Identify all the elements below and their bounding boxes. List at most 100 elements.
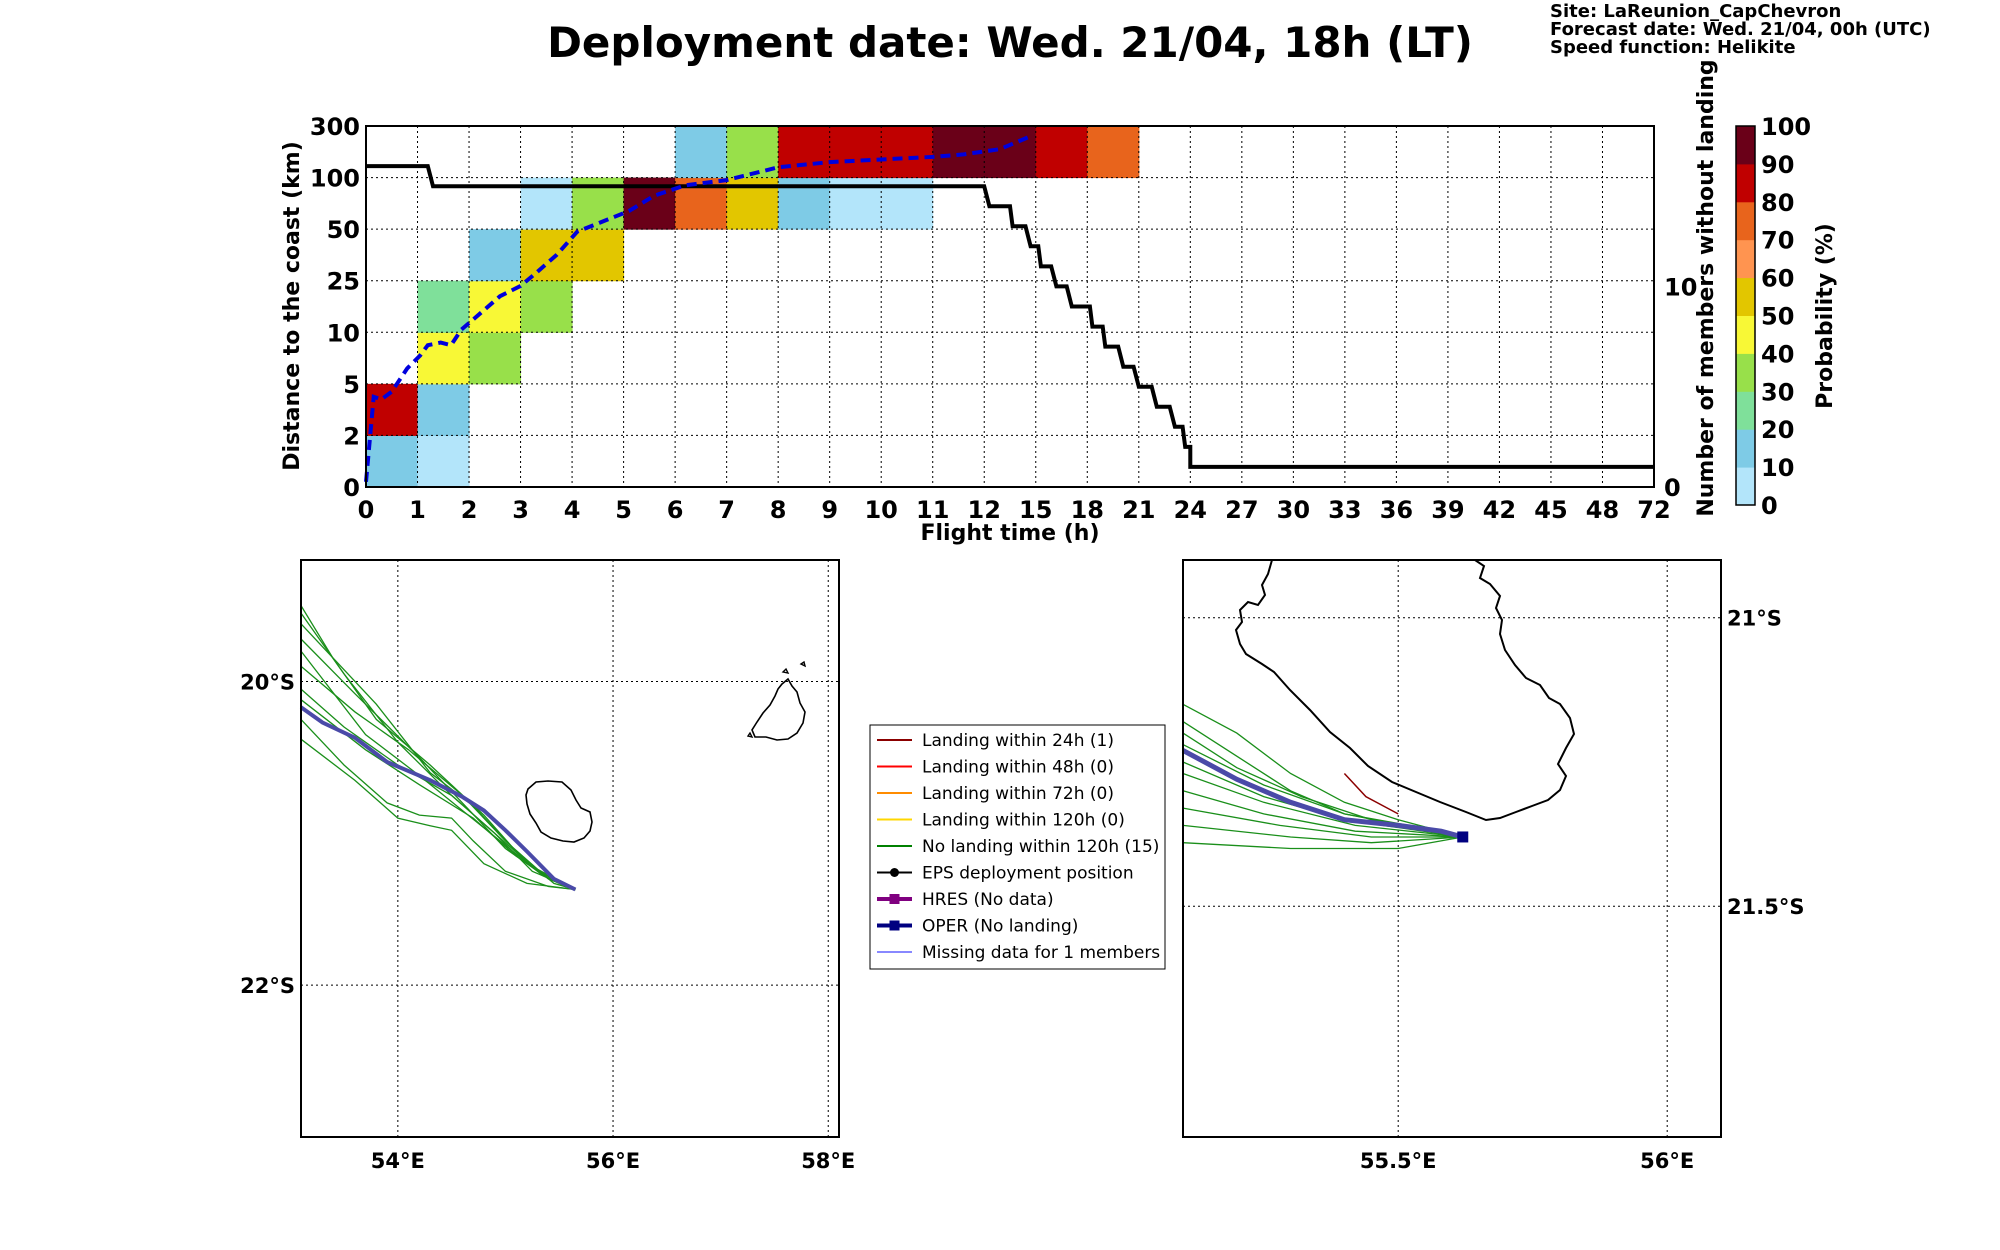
figure-title: Deployment date: Wed. 21/04, 18h (LT) xyxy=(547,18,1473,67)
regional-map-gridlines xyxy=(301,560,839,1137)
regional-member-tracks xyxy=(300,605,576,891)
legend-item: Landing within 72h (0) xyxy=(877,784,1114,804)
probability-cell xyxy=(881,126,934,179)
colorbar-tick-label: 100 xyxy=(1761,113,1811,141)
lon-tick-label: 56°E xyxy=(586,1149,640,1173)
zoom-map-gridlines xyxy=(1183,560,1721,1137)
legend-label: No landing within 120h (15) xyxy=(922,837,1159,857)
member-track xyxy=(300,612,576,891)
zoom-oper-track xyxy=(1181,748,1464,840)
x-tick-label: 21 xyxy=(1122,496,1155,524)
x-tick-label: 45 xyxy=(1534,496,1567,524)
probability-cell xyxy=(417,383,470,436)
lon-tick-label: 54°E xyxy=(371,1149,425,1173)
legend-item: EPS deployment position xyxy=(877,864,1134,884)
colorbar-tick-label: 40 xyxy=(1761,340,1794,368)
colorbar-tick-label: 30 xyxy=(1761,378,1794,406)
x-tick-label: 72 xyxy=(1637,496,1670,524)
probability-cell xyxy=(469,229,522,282)
probability-cell xyxy=(417,435,470,488)
zoom-landing-24h-track xyxy=(1343,772,1399,815)
lat-tick-label: 20°S xyxy=(240,670,295,694)
reunion-zoom-coast xyxy=(1234,559,1576,822)
x-tick-label: 11 xyxy=(916,496,949,524)
lat-tick-label: 21°S xyxy=(1727,607,1782,631)
forecast-date-info: Forecast date: Wed. 21/04, 00h (UTC) xyxy=(1550,19,1931,40)
trajectory-legend: Landing within 24h (1) Landing within 48h… xyxy=(869,724,1166,970)
x-tick-label: 27 xyxy=(1225,496,1258,524)
x-tick-label: 7 xyxy=(718,496,735,524)
legend-box xyxy=(869,724,1166,970)
y2-axis-label: Number of members without landing xyxy=(1694,59,1719,516)
colorbar-tick-label: 80 xyxy=(1761,189,1794,217)
colorbar-swatch xyxy=(1736,277,1755,316)
colorbar-tick-label: 10 xyxy=(1761,454,1794,482)
colorbar-tick-label: 90 xyxy=(1761,151,1794,179)
member-track xyxy=(1182,807,1463,838)
x-tick-label: 6 xyxy=(667,496,684,524)
legend-item: No landing within 120h (15) xyxy=(877,837,1159,857)
x-tick-label: 39 xyxy=(1431,496,1464,524)
probability-cell xyxy=(675,126,728,179)
x-tick-label: 12 xyxy=(968,496,1001,524)
y-tick-label: 0 xyxy=(343,474,360,502)
colorbar-swatch xyxy=(1736,353,1755,392)
x-tick-label: 0 xyxy=(358,496,375,524)
x-tick-labels: 0 1 2 3 4 5 6 7 8 9 10 11 12 15 18 21 24 27 30 33 36 39 42 45 48… xyxy=(358,496,1671,524)
probability-cell xyxy=(366,435,419,488)
legend-label: Landing within 120h (0) xyxy=(922,811,1125,831)
members-without-landing-line xyxy=(366,164,1654,469)
x-tick-label: 5 xyxy=(615,496,632,524)
x-tick-label: 36 xyxy=(1380,496,1413,524)
colorbar-tick-label: 70 xyxy=(1761,227,1794,255)
lat-tick-label: 21.5°S xyxy=(1727,895,1804,919)
regional-oper-track xyxy=(299,705,577,892)
y-tick-label: 25 xyxy=(327,268,360,296)
probability-cell xyxy=(778,126,831,179)
legend-label: OPER (No landing) xyxy=(922,917,1078,937)
distance-probability-chart: 0 1 2 3 4 5 6 7 8 9 10 11 12 15 18 21 24 27 30 33 36 39 42 45 48… xyxy=(280,59,1719,546)
colorbar-label: Probability (%) xyxy=(1813,223,1838,409)
zoom-map-coastline xyxy=(1234,559,1576,822)
probability-cell xyxy=(520,229,573,282)
member-track xyxy=(300,650,576,891)
colorbar-swatch xyxy=(1736,429,1755,468)
probability-cell xyxy=(520,280,573,333)
probability-cell xyxy=(829,126,882,179)
legend-item: HRES (No data) xyxy=(877,890,1054,910)
probability-cell xyxy=(469,332,522,385)
legend-label: Missing data for 1 members xyxy=(922,943,1160,963)
x-tick-label: 2 xyxy=(461,496,478,524)
regional-trajectory-map: 54°E 56°E 58°E 20°S 22°S xyxy=(240,559,855,1173)
y-axis-label: Distance to the coast (km) xyxy=(280,141,305,471)
zoom-map-frame xyxy=(1182,559,1722,1138)
probability-cell xyxy=(1035,126,1088,179)
x-tick-label: 18 xyxy=(1071,496,1104,524)
y2-tick-labels: 0 10 xyxy=(1664,273,1697,502)
zoom-map-tick-labels: 55.5°E 56°E 21°S 21.5°S xyxy=(1360,607,1805,1173)
x-axis-label: Flight time (h) xyxy=(920,521,1099,546)
member-track xyxy=(1182,772,1463,838)
probability-cells xyxy=(366,126,1140,488)
x-tick-label: 24 xyxy=(1174,496,1207,524)
x-tick-label: 8 xyxy=(770,496,787,524)
colorbar-swatch xyxy=(1736,467,1755,506)
member-track xyxy=(300,638,576,891)
site-info: Site: LaReunion_CapChevron xyxy=(1550,1,1841,22)
y-tick-label: 50 xyxy=(327,216,360,244)
colorbar-swatch xyxy=(1736,201,1755,241)
legend-label: EPS deployment position xyxy=(922,864,1134,884)
lat-tick-label: 22°S xyxy=(240,974,295,998)
probability-cell xyxy=(417,332,470,385)
y-tick-label: 100 xyxy=(310,165,360,193)
x-tick-label: 4 xyxy=(564,496,581,524)
lon-tick-label: 58°E xyxy=(801,1149,855,1173)
probability-cell xyxy=(417,280,470,333)
colorbar-swatch xyxy=(1736,163,1755,203)
legend-label: HRES (No data) xyxy=(922,890,1054,910)
legend-label: Landing within 72h (0) xyxy=(922,784,1114,804)
x-tick-label: 33 xyxy=(1328,496,1361,524)
lon-tick-label: 56°E xyxy=(1640,1149,1694,1173)
legend-item: Landing within 120h (0) xyxy=(877,811,1125,831)
